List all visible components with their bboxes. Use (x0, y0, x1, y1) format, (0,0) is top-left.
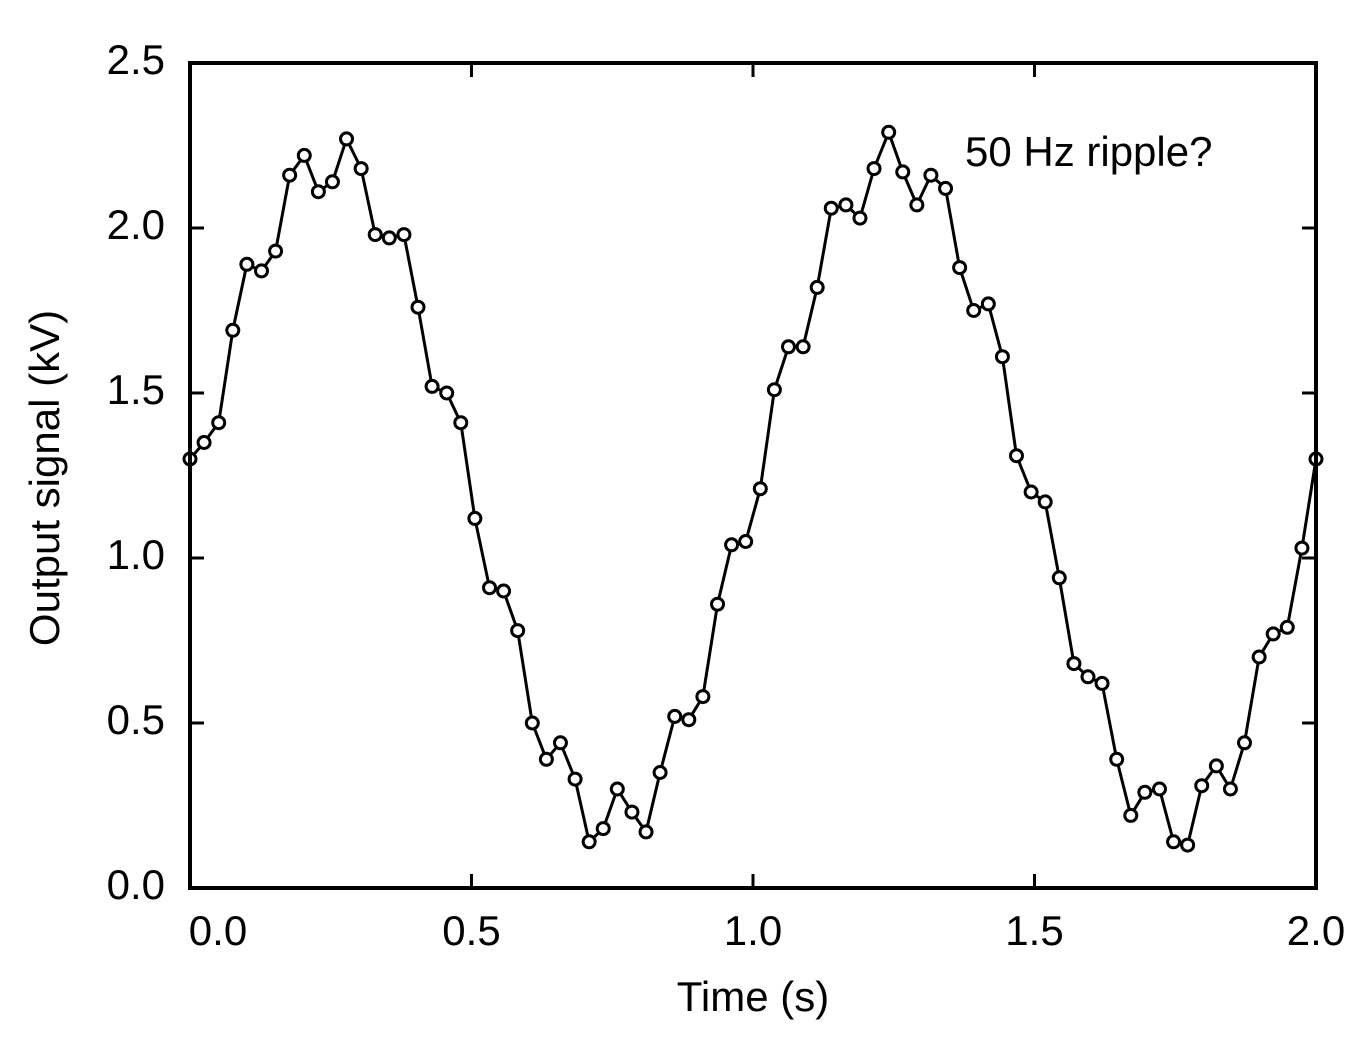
data-point (1236, 735, 1252, 751)
data-point (1080, 669, 1096, 685)
data-point (381, 230, 397, 246)
data-point (496, 583, 512, 599)
y-tick-label: 0.0 (107, 861, 165, 908)
data-point (524, 715, 540, 731)
data-point (211, 415, 227, 431)
data-point (780, 339, 796, 355)
data-point (994, 349, 1010, 365)
data-point (424, 378, 440, 394)
data-point (809, 279, 825, 295)
data-point (738, 534, 754, 549)
data-point (952, 260, 968, 276)
data-point (1051, 570, 1067, 586)
data-point (296, 147, 312, 163)
data-point (339, 131, 355, 147)
y-axis-label: Output signal (kV) (21, 310, 68, 646)
data-point (1222, 781, 1238, 797)
data-point (1294, 540, 1310, 556)
data-point (752, 481, 768, 497)
data-point (254, 263, 270, 279)
data-point (324, 174, 340, 190)
data-point (353, 161, 369, 177)
data-point (567, 771, 583, 787)
data-point (852, 210, 868, 226)
data-point (795, 339, 811, 355)
x-tick-label: 1.0 (724, 907, 782, 954)
data-point (1265, 626, 1281, 642)
data-point (239, 256, 255, 272)
data-point (724, 537, 740, 553)
data-point (552, 735, 568, 751)
data-point (538, 751, 554, 767)
data-point (367, 227, 383, 243)
data-point (282, 167, 298, 183)
data-point (923, 167, 939, 183)
data-point (1180, 837, 1196, 853)
data-point (1194, 778, 1210, 794)
y-tick-label: 0.5 (107, 696, 165, 743)
data-point (581, 834, 597, 850)
y-tick-label: 1.0 (107, 531, 165, 578)
data-point (710, 596, 726, 612)
x-tick-label: 0.5 (442, 907, 500, 954)
x-tick-label: 1.5 (1005, 907, 1063, 954)
data-point (482, 580, 498, 596)
y-tick-label: 2.0 (107, 201, 165, 248)
data-point (667, 708, 683, 724)
data-point (938, 180, 954, 196)
annotation: 50 Hz ripple? (965, 128, 1212, 175)
data-point (396, 227, 412, 243)
data-point (268, 243, 284, 259)
data-point (1208, 758, 1224, 774)
data-point (196, 435, 212, 450)
data-point (1279, 619, 1295, 635)
data-point (1109, 751, 1125, 767)
data-point (595, 821, 611, 837)
data-point (1037, 494, 1053, 510)
data-point (881, 124, 897, 140)
data-point (652, 765, 668, 780)
data-point (895, 164, 911, 180)
data-point (1251, 649, 1267, 665)
data-point (909, 197, 925, 213)
data-point (966, 303, 982, 318)
data-point (638, 824, 654, 840)
data-point (1123, 807, 1139, 823)
data-point (310, 184, 326, 200)
data-point (609, 781, 625, 797)
data-point (980, 296, 996, 312)
data-point (1151, 781, 1167, 797)
data-point (866, 161, 882, 177)
data-point (225, 322, 241, 338)
data-point (766, 382, 782, 398)
x-tick-label: 2.0 (1287, 907, 1345, 954)
data-point (1023, 484, 1039, 500)
data-point (838, 197, 854, 213)
data-point (681, 712, 697, 728)
plot-frame (188, 61, 1318, 890)
data-point (823, 200, 839, 216)
data-point (695, 689, 711, 705)
data-point (1066, 656, 1082, 672)
data-point (453, 415, 469, 431)
data-point (439, 385, 455, 401)
data-point (624, 804, 640, 820)
x-tick-label: 0.0 (189, 907, 247, 954)
data-point (410, 299, 426, 315)
data-point (1137, 784, 1153, 800)
data-point (467, 510, 483, 526)
data-point (1166, 834, 1182, 850)
data-point (510, 623, 526, 639)
data-point (1094, 675, 1110, 691)
y-tick-label: 2.5 (107, 36, 165, 83)
data-point (1008, 448, 1024, 464)
y-tick-label: 1.5 (107, 366, 165, 413)
x-axis-label: Time (s) (677, 973, 829, 1020)
